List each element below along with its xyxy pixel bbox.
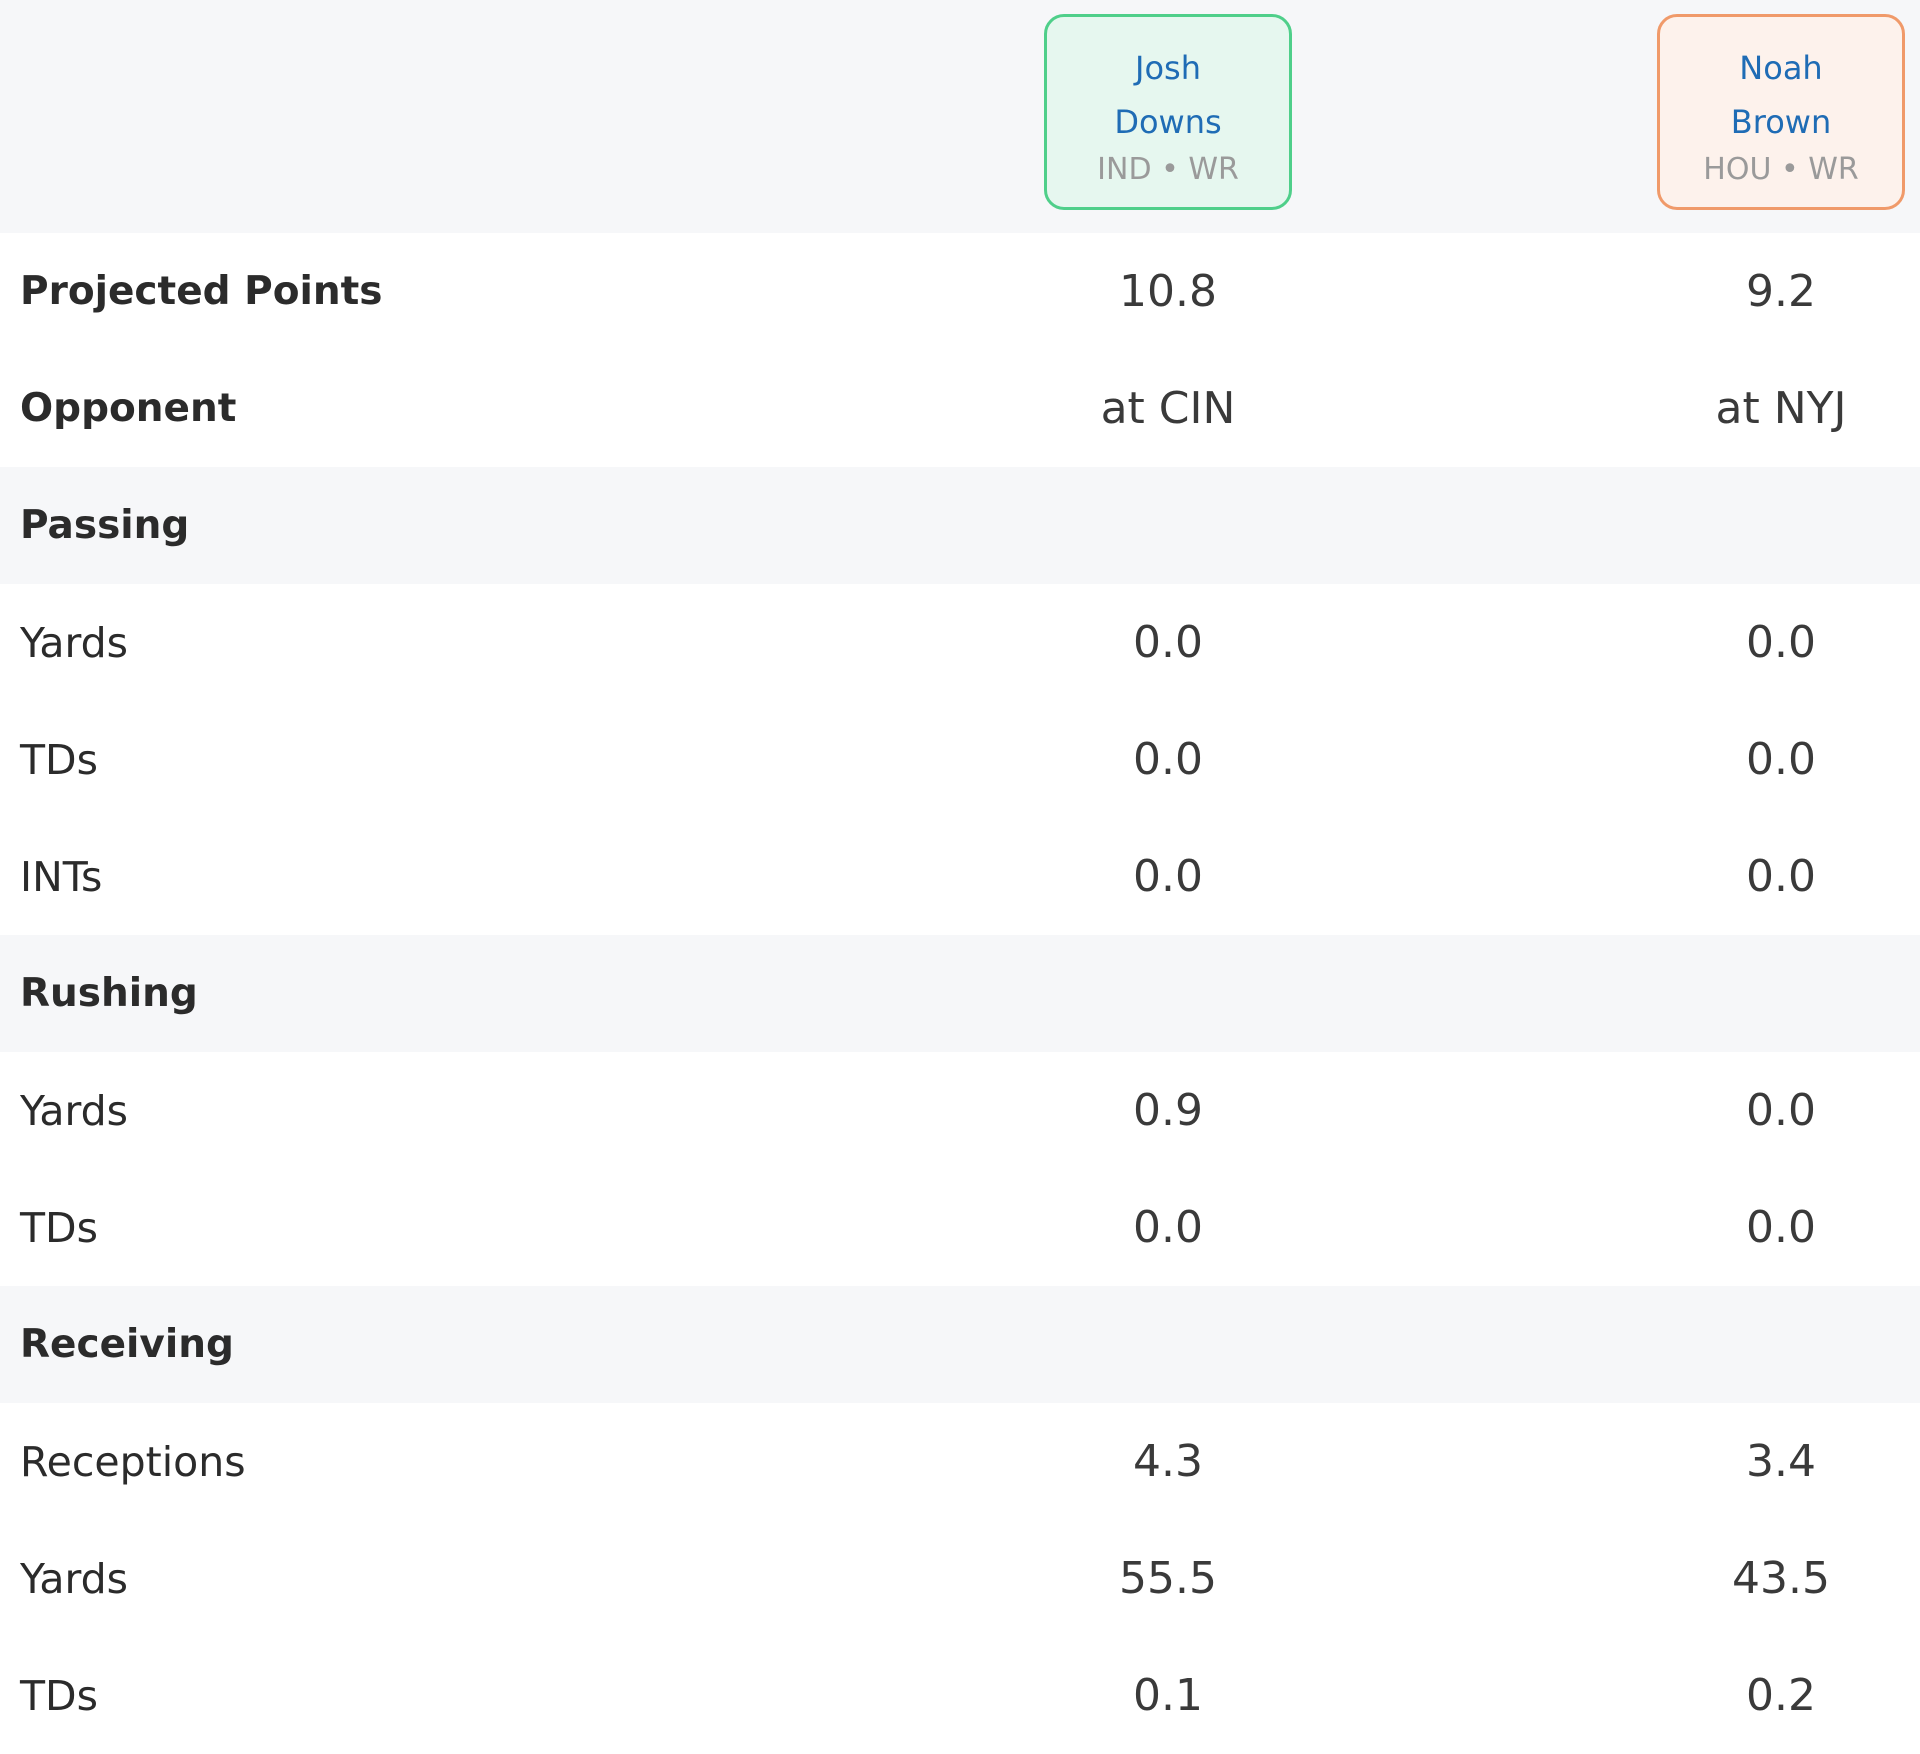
player1-value: 0.1 — [1133, 1670, 1203, 1721]
row-receiving-receptions: Receptions 4.3 3.4 — [0, 1403, 1920, 1520]
player-team-position: HOU • WR — [1703, 152, 1859, 187]
player2-value: 0.0 — [1746, 617, 1816, 668]
table-header: Josh Downs IND • WR Noah Brown HOU • WR — [0, 0, 1920, 233]
player-first-name[interactable]: Noah — [1739, 49, 1823, 87]
player2-value: 43.5 — [1732, 1553, 1830, 1604]
row-receiving-tds: TDs 0.1 0.2 — [0, 1637, 1920, 1754]
player-team-position: IND • WR — [1097, 152, 1239, 187]
row-label: Yards — [20, 618, 129, 667]
player1-value: 55.5 — [1119, 1553, 1217, 1604]
player1-value: 0.0 — [1133, 617, 1203, 668]
player-card-josh-downs[interactable]: Josh Downs IND • WR — [1044, 14, 1292, 210]
section-header-passing: Passing — [0, 467, 1920, 584]
section-label: Receiving — [20, 1322, 234, 1367]
player-card-noah-brown[interactable]: Noah Brown HOU • WR — [1657, 14, 1905, 210]
player2-value: 0.0 — [1746, 734, 1816, 785]
player2-value: at NYJ — [1715, 383, 1847, 434]
row-label: Yards — [20, 1086, 129, 1135]
player1-value: 0.0 — [1133, 734, 1203, 785]
section-header-rushing: Rushing — [0, 935, 1920, 1052]
player-last-name[interactable]: Brown — [1730, 103, 1832, 141]
player2-value: 0.2 — [1746, 1670, 1816, 1721]
player2-value: 0.0 — [1746, 1202, 1816, 1253]
player2-value: 9.2 — [1746, 266, 1816, 317]
player1-value: 10.8 — [1119, 266, 1217, 317]
row-rushing-yards: Yards 0.9 0.0 — [0, 1052, 1920, 1169]
player1-value: at CIN — [1100, 383, 1236, 434]
row-passing-ints: INTs 0.0 0.0 — [0, 818, 1920, 935]
section-header-receiving: Receiving — [0, 1286, 1920, 1403]
player-first-name[interactable]: Josh — [1135, 49, 1201, 87]
row-label: TDs — [20, 1203, 98, 1252]
player-last-name[interactable]: Downs — [1114, 103, 1222, 141]
player1-value: 4.3 — [1133, 1436, 1203, 1487]
player2-value: 0.0 — [1746, 851, 1816, 902]
section-label: Passing — [20, 503, 190, 548]
row-label: Opponent — [20, 386, 237, 431]
row-projected-points: Projected Points 10.8 9.2 — [0, 233, 1920, 350]
row-passing-tds: TDs 0.0 0.0 — [0, 701, 1920, 818]
row-label: Yards — [20, 1554, 129, 1603]
row-label: INTs — [20, 852, 103, 901]
section-label: Rushing — [20, 971, 198, 1016]
player2-value: 3.4 — [1746, 1436, 1816, 1487]
player1-value: 0.0 — [1133, 1202, 1203, 1253]
row-label: Receptions — [20, 1437, 246, 1486]
row-rushing-tds: TDs 0.0 0.0 — [0, 1169, 1920, 1286]
player1-value: 0.0 — [1133, 851, 1203, 902]
player2-value: 0.0 — [1746, 1085, 1816, 1136]
row-label: TDs — [20, 1671, 98, 1720]
row-opponent: Opponent at CIN at NYJ — [0, 350, 1920, 467]
player1-value: 0.9 — [1133, 1085, 1203, 1136]
row-passing-yards: Yards 0.0 0.0 — [0, 584, 1920, 701]
row-label: Projected Points — [20, 269, 383, 314]
row-label: TDs — [20, 735, 98, 784]
row-receiving-yards: Yards 55.5 43.5 — [0, 1520, 1920, 1637]
